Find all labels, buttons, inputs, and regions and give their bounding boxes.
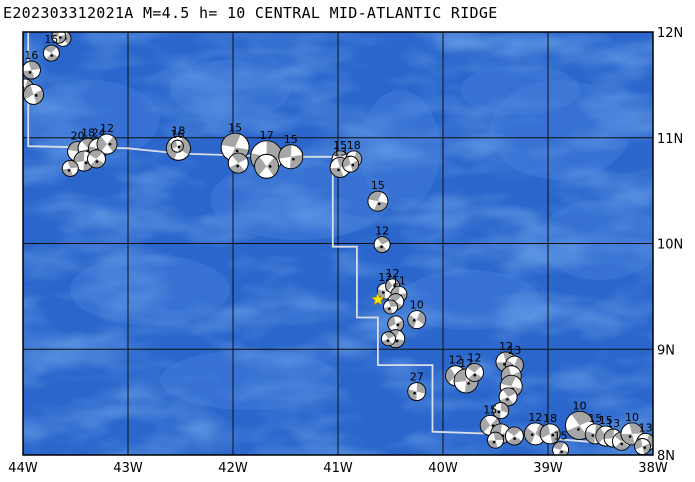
focal-mechanism: 12: [96, 122, 118, 155]
magnitude-label: 15: [483, 403, 497, 416]
magnitude-label: 27: [410, 371, 424, 384]
lon-tick-label: 44W: [8, 461, 38, 476]
focal-mechanism: [87, 149, 106, 169]
focal-mechanism: [492, 402, 510, 419]
focal-mechanism: [380, 331, 396, 347]
focal-mechanism: 27: [407, 371, 427, 401]
focal-mechanism: 10: [565, 399, 594, 440]
event-star-marker: [370, 292, 385, 306]
focal-mechanism: 15: [552, 430, 569, 455]
magnitude-label: 15: [228, 121, 242, 134]
lat-tick-label: 11N: [657, 132, 683, 147]
latitude-labels: 12N 11N 10N 9N 8N: [657, 26, 683, 464]
focal-mechanism: [634, 438, 651, 455]
magnitude-label: 13: [333, 145, 347, 158]
magnitude-label: 13: [606, 417, 620, 430]
lon-tick-label: 38W: [638, 461, 668, 476]
focal-mechanism: 19: [51, 17, 67, 44]
magnitude-label: 20: [71, 129, 85, 142]
lon-tick-label: 41W: [323, 461, 353, 476]
magnitude-label: 19: [52, 17, 66, 30]
magnitude-label: 12: [375, 225, 389, 238]
focal-mechanism: 10: [407, 299, 427, 330]
focal-mechanism: 15: [367, 179, 389, 212]
focal-mechanism: [23, 83, 44, 105]
lat-tick-label: 9N: [657, 343, 675, 358]
magnitude-label: 11: [56, 18, 70, 31]
magnitude-label: 17: [260, 129, 274, 142]
magnitude-label: 16: [170, 128, 184, 141]
focal-mechanism: 15: [42, 33, 60, 62]
focal-mechanism: 15: [278, 133, 304, 170]
magnitude-label: 12: [499, 340, 513, 353]
magnitude-label: 18: [543, 412, 557, 425]
magnitude-label: 15: [554, 430, 568, 443]
map-title: E202303312021A M=4.5 h= 10 CENTRAL MID-A…: [3, 4, 498, 22]
focal-mechanism: 16: [170, 128, 184, 153]
focal-mechanism: [227, 152, 249, 174]
magnitude-label: 10: [625, 411, 639, 424]
focal-mechanism: 10: [620, 411, 644, 446]
magnitude-label: 10: [410, 299, 424, 312]
lon-tick-label: 42W: [218, 461, 248, 476]
magnitude-label: 12: [528, 411, 542, 424]
magnitude-label: 16: [24, 49, 38, 62]
focal-mechanism: 18: [539, 412, 561, 445]
magnitude-label: 15: [333, 139, 347, 152]
magnitude-label: 15: [284, 133, 298, 146]
focal-mechanism: [254, 153, 280, 179]
focal-mechanism: 12: [453, 357, 479, 394]
magnitude-label: 18: [81, 126, 95, 139]
focal-mechanism: [487, 431, 504, 449]
magnitude-label: 12: [100, 122, 114, 135]
focal-mechanism: 12: [465, 352, 484, 382]
focal-mechanism: 16: [23, 49, 41, 80]
magnitude-label: 15: [44, 33, 58, 46]
magnitude-label: 12: [449, 354, 463, 367]
lon-tick-label: 43W: [113, 461, 143, 476]
lon-tick-label: 39W: [533, 461, 563, 476]
focal-mechanism: [505, 426, 524, 446]
magnitude-label: 15: [588, 412, 602, 425]
lat-tick-label: 12N: [657, 26, 683, 41]
focal-mechanism: 12: [373, 225, 391, 253]
lat-tick-label: 10N: [657, 238, 683, 253]
magnitude-label: 18: [171, 124, 185, 137]
magnitude-label: 15: [599, 414, 613, 427]
magnitude-label: 13: [507, 344, 521, 357]
lon-tick-label: 40W: [428, 461, 458, 476]
magnitude-label: 10: [573, 399, 587, 412]
lat-tick-label: 8N: [657, 449, 675, 464]
magnitude-label: 12: [386, 267, 400, 280]
magnitude-label: 15: [371, 179, 385, 192]
map-frame: [22, 31, 654, 456]
longitude-labels: 44W 43W 42W 41W 40W 39W 38W: [8, 461, 668, 476]
magnitude-label: 13: [639, 421, 653, 434]
magnitude-label: 12: [468, 352, 482, 365]
magnitude-label: 18: [347, 139, 361, 152]
focal-mechanism: [342, 155, 360, 173]
focal-mechanism: [61, 160, 79, 177]
focal-mechanism: [383, 299, 398, 315]
magnitude-label: 11: [392, 274, 406, 287]
